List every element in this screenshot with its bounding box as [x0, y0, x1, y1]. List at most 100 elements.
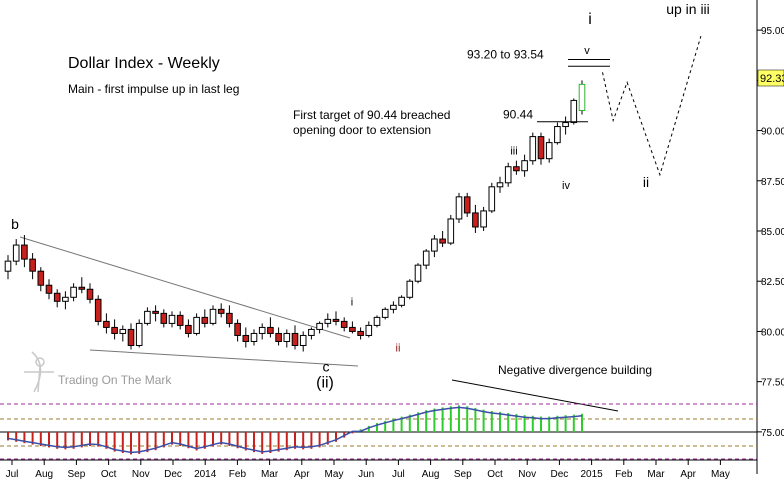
wave-label: ii: [643, 174, 649, 190]
candle-body: [258, 326, 266, 334]
time-tick-label: Aug: [422, 469, 440, 480]
wave-label: i: [588, 11, 592, 28]
candle-body: [4, 260, 12, 272]
current-price-text: 92.33: [760, 73, 784, 85]
candle: [70, 283, 77, 302]
lower-trendline: [89, 349, 359, 367]
time-tick-label: Jun: [358, 469, 374, 480]
time-tick-label: Dec: [551, 469, 569, 480]
candle: [160, 309, 168, 328]
candle: [299, 331, 307, 352]
wave-label: iv: [562, 180, 570, 192]
candle: [545, 138, 553, 163]
divergence-line: [451, 379, 619, 412]
candle-body: [390, 304, 397, 310]
candle-body: [332, 318, 340, 322]
candle: [29, 253, 36, 280]
candle: [496, 176, 504, 193]
candle-body: [406, 280, 414, 298]
candle-body: [242, 334, 250, 342]
candle-body: [185, 324, 192, 334]
chart-subtitle: Main - first impulse up in last leg: [68, 82, 239, 96]
candle: [127, 323, 135, 350]
price-tick-label: 82.50: [761, 277, 784, 288]
candle-body: [472, 212, 479, 228]
annotation-extension: opening door to extension: [293, 123, 431, 137]
candle: [554, 122, 561, 145]
candle: [340, 317, 348, 332]
candle: [94, 295, 102, 326]
candle: [37, 267, 45, 292]
candle-body: [234, 322, 241, 336]
candle: [86, 283, 94, 304]
candle-body: [521, 160, 528, 172]
candle: [357, 327, 364, 340]
candle: [4, 255, 12, 280]
candle: [12, 239, 20, 266]
candle: [472, 204, 479, 234]
candle: [275, 327, 282, 346]
annotation-divergence: Negative divergence building: [498, 363, 652, 377]
time-tick-label: Dec: [164, 469, 182, 480]
candle: [349, 321, 356, 334]
candle: [373, 315, 381, 328]
price-tick-label: 77.50: [761, 378, 784, 389]
candle: [414, 263, 422, 284]
candle-body: [455, 196, 463, 220]
candle: [168, 311, 176, 328]
candle-body: [78, 286, 86, 290]
price-tick-label: 80.00: [761, 327, 784, 338]
candle: [45, 279, 53, 300]
candle: [53, 289, 61, 308]
candle-body: [217, 308, 225, 314]
chart-title: Dollar Index - Weekly: [68, 55, 220, 72]
candle-body: [176, 314, 184, 326]
candle-body: [193, 316, 200, 334]
candle-body: [226, 312, 233, 324]
price-tick-label: 87.50: [761, 177, 784, 188]
candle: [390, 301, 397, 314]
candle: [521, 154, 528, 177]
time-axis-ticks: Jul Aug Sep Oct Nov Dec 2014 Feb Mar Apr May Jun Jul…: [6, 460, 730, 480]
candle-body: [578, 83, 586, 111]
candle-body: [398, 296, 405, 306]
candle-body: [570, 99, 578, 124]
candle: [176, 311, 184, 330]
candle-body: [365, 324, 373, 336]
candle: [119, 325, 127, 342]
candle: [226, 305, 233, 328]
time-tick-label: Nov: [518, 469, 536, 480]
candle: [537, 132, 545, 165]
time-tick-label: Feb: [229, 469, 247, 480]
candle-body: [86, 288, 94, 300]
candle-body: [447, 218, 455, 244]
candle-body: [168, 314, 176, 324]
candle-body: [70, 286, 77, 298]
candle-body: [160, 312, 168, 324]
time-tick-label: Oct: [101, 469, 117, 480]
candle-body: [562, 122, 569, 128]
candle-body: [529, 136, 537, 162]
time-tick-label: 2014: [194, 469, 217, 480]
candle-body: [250, 332, 258, 342]
wave-label: ii: [396, 343, 401, 355]
wave-label: i: [351, 296, 353, 308]
candle-body: [201, 316, 209, 324]
candle-body: [422, 250, 430, 266]
time-tick-label: Aug: [35, 469, 53, 480]
candle-body: [373, 316, 381, 326]
candle: [455, 192, 463, 223]
candle-body: [349, 326, 356, 332]
candle-body: [554, 126, 561, 144]
candle-body: [324, 318, 332, 324]
time-tick-label: Jul: [392, 469, 405, 480]
candle-body: [340, 320, 348, 328]
candle-body: [496, 182, 504, 188]
price-tick-label: 95.00: [761, 26, 784, 37]
candle: [193, 313, 200, 336]
watermark-text: Trading On The Mark: [58, 373, 172, 387]
candle: [103, 313, 110, 334]
candle: [422, 249, 430, 270]
candle-body: [209, 308, 217, 324]
